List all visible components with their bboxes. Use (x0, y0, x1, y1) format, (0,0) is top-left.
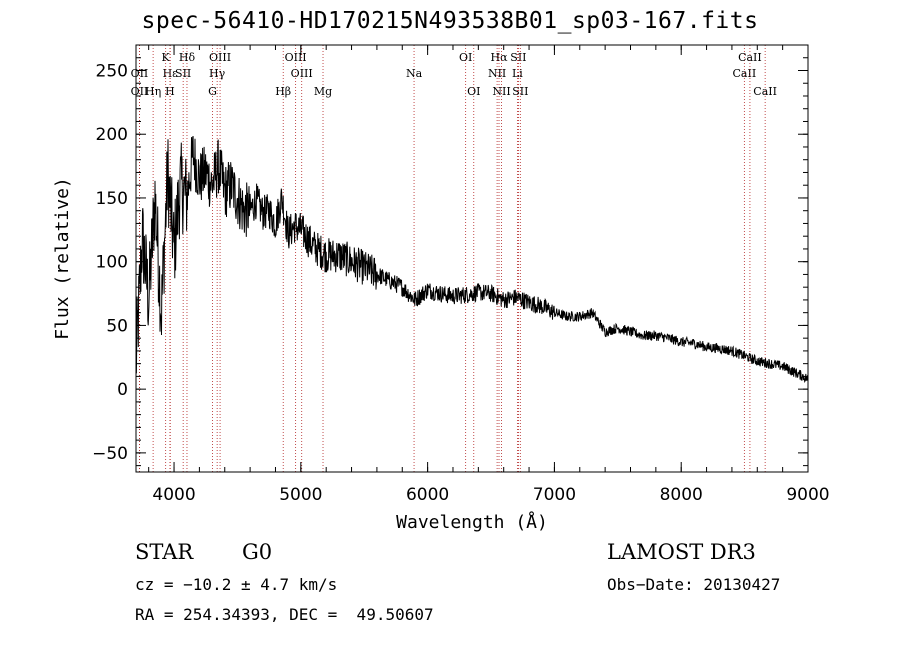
observation-date: Obs−Date: 20130427 (607, 575, 781, 594)
line-label-14: OIII (209, 51, 231, 64)
line-label-22: SII (512, 85, 528, 98)
line-label-15: OIII (285, 51, 307, 64)
line-label-26: CaII (753, 85, 777, 98)
line-label-3: Hδ (179, 51, 196, 64)
line-label-9: Mg (314, 85, 332, 98)
y-tick-label: 0 (117, 380, 128, 400)
line-label-1: Hβ (275, 85, 291, 98)
survey-name: LAMOST DR3 (607, 540, 756, 564)
x-tick-label: 5000 (279, 485, 322, 505)
line-label-25: CaII (738, 51, 762, 64)
spectrum-series-line (135, 135, 809, 383)
line-label-19: NII (488, 67, 506, 80)
line-label-6: K (162, 51, 171, 64)
y-tick-label: 150 (96, 189, 128, 209)
x-tick-label: 8000 (660, 485, 703, 505)
x-tick-label: 6000 (406, 485, 449, 505)
axis-ticks: 4000 5000 6000 7000 8000 9000 −50 0 50 100 150 200 2… (92, 44, 830, 505)
line-label-10: Na (406, 67, 423, 80)
chart-title: spec-56410-HD170215N493538B01_sp03-167.f… (141, 8, 759, 34)
y-tick-label: 100 (96, 253, 128, 273)
redshift-velocity: cz = −10.2 ± 4.7 km/s (135, 575, 338, 594)
line-label-18: OI (467, 85, 480, 98)
line-label-7: H (165, 85, 175, 98)
line-label-24: CaII (733, 67, 757, 80)
y-tick-label: 250 (96, 61, 128, 81)
y-tick-label: 50 (106, 316, 128, 336)
x-axis-label: Wavelength (Å) (396, 511, 548, 533)
line-label-12: OII (131, 85, 149, 98)
line-label-23: Li (512, 67, 523, 80)
x-tick-label: 4000 (152, 485, 195, 505)
coordinates: RA = 254.34393, DEC = 49.50607 (135, 605, 434, 624)
line-label-8: G (208, 85, 217, 98)
line-label-20: NII (492, 85, 510, 98)
object-class: STAR (135, 540, 194, 564)
x-tick-label: 7000 (533, 485, 576, 505)
line-label-21: SII (510, 51, 526, 64)
line-label-5: Hη (145, 85, 161, 98)
y-tick-label: −50 (92, 444, 128, 464)
line-label-13: SII (175, 67, 191, 80)
line-label-16: OIII (291, 67, 313, 80)
line-label-2: Hγ (209, 67, 226, 80)
line-label-0: Hα (490, 51, 508, 64)
x-tick-label: 9000 (786, 485, 829, 505)
plot-frame (135, 44, 809, 473)
line-label-17: OI (459, 51, 472, 64)
line-label-4: Hε (163, 67, 179, 80)
object-subclass: G0 (242, 540, 273, 564)
y-tick-label: 200 (96, 125, 128, 145)
y-axis-label: Flux (relative) (52, 177, 73, 340)
